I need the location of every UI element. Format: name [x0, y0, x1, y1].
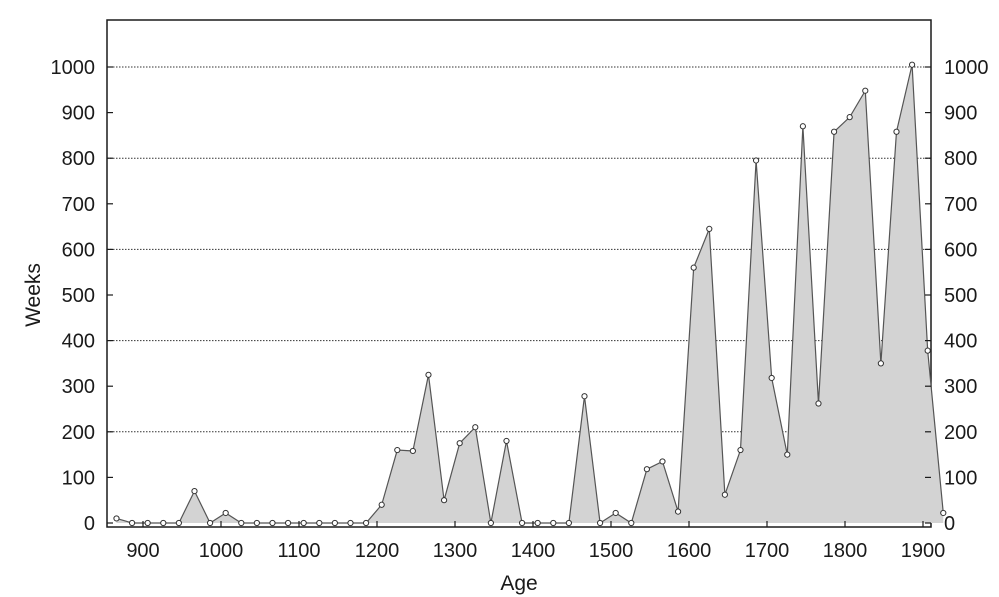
data-point: [721, 491, 728, 498]
x-tick-label: 1100: [277, 540, 320, 562]
data-point: [347, 519, 354, 527]
data-point: [456, 440, 463, 447]
data-point: [846, 114, 853, 121]
data-point: [643, 466, 650, 473]
y-tick-label-right: 500: [944, 285, 977, 307]
data-point: [674, 508, 682, 515]
data-point: [284, 519, 292, 527]
y-tick-label-right: 400: [944, 331, 977, 353]
data-point: [269, 519, 276, 527]
y-tick-label-left: 500: [62, 285, 95, 307]
x-tick-label: 1900: [901, 540, 946, 562]
data-point: [534, 519, 541, 527]
y-tick-label-left: 700: [62, 194, 95, 216]
y-axis-label: Weeks: [22, 263, 45, 327]
data-point: [596, 519, 604, 527]
y-tick-label-right: 200: [944, 422, 977, 444]
y-tick-label-right: 100: [944, 467, 977, 489]
data-point: [144, 519, 151, 527]
data-point: [924, 347, 931, 354]
data-point: [175, 519, 182, 527]
data-point: [191, 487, 198, 495]
y-tick-label-left: 100: [62, 467, 95, 489]
data-point: [581, 393, 588, 400]
y-tick-label-right: 900: [944, 103, 977, 125]
data-point: [222, 509, 229, 517]
data-point: [565, 519, 572, 527]
data-point: [440, 497, 448, 504]
y-tick-label-left: 900: [62, 103, 95, 125]
data-point: [503, 437, 510, 445]
data-point: [737, 446, 744, 454]
data-point: [331, 519, 338, 527]
x-tick-label: 1600: [667, 540, 712, 562]
y-tick-label-right: 800: [944, 148, 977, 170]
data-point: [690, 264, 697, 271]
data-point: [893, 128, 900, 135]
y-tick-label-left: 400: [62, 331, 95, 353]
data-point: [253, 519, 260, 527]
data-point: [940, 509, 947, 517]
data-point: [472, 424, 479, 431]
y-tick-label-left: 200: [62, 422, 95, 444]
x-axis-ticks: 900 1000 1100 1200 1300 1400 1500 1600 1700 1800 1…: [126, 521, 945, 562]
x-tick-label: 1300: [433, 540, 478, 562]
data-point: [877, 360, 884, 367]
y-tick-label-left: 300: [62, 376, 95, 398]
gridlines: [107, 66, 931, 433]
data-point: [238, 519, 245, 527]
data-point: [815, 400, 822, 407]
area-fill: [116, 64, 944, 523]
y-axis-right-ticks: 0 100 200 300 400 500 600 700 800 900 1000: [925, 57, 989, 535]
data-point: [128, 519, 136, 527]
data-point: [768, 374, 775, 382]
x-tick-label: 1700: [745, 540, 790, 562]
x-tick-label: 1000: [199, 540, 244, 562]
data-point: [206, 519, 214, 527]
data-point: [518, 519, 526, 527]
data-point: [628, 519, 635, 527]
data-markers: [113, 61, 947, 527]
y-tick-label-right: 300: [944, 376, 977, 398]
y-tick-label-right: 1000: [944, 57, 989, 79]
data-point: [378, 501, 385, 508]
data-point: [550, 519, 557, 527]
y-tick-label-right: 700: [944, 194, 977, 216]
data-point: [784, 451, 791, 458]
x-tick-label: 1200: [355, 540, 400, 562]
y-tick-label-left: 1000: [51, 57, 96, 79]
data-point: [487, 519, 494, 527]
data-point: [300, 519, 307, 527]
data-point: [113, 515, 120, 522]
data-point: [425, 371, 432, 378]
data-point: [862, 87, 869, 94]
data-point: [394, 446, 401, 454]
y-tick-label-left: 0: [84, 513, 95, 535]
data-point: [706, 225, 713, 232]
data-point: [612, 509, 619, 517]
data-point: [659, 458, 666, 465]
y-tick-label-left: 600: [62, 239, 95, 261]
y-tick-label-left: 800: [62, 148, 95, 170]
data-point: [908, 61, 916, 68]
y-tick-label-right: 0: [944, 513, 955, 535]
x-axis-label: Age: [500, 572, 537, 595]
data-point: [409, 447, 416, 455]
data-point: [316, 519, 323, 527]
y-tick-label-right: 600: [944, 239, 977, 261]
x-tick-label: 1400: [511, 540, 556, 562]
data-point: [362, 519, 370, 527]
x-tick-label: 1800: [823, 540, 868, 562]
data-point: [830, 128, 838, 135]
y-axis-left-ticks: 0 100 200 300 400 500 600 700 800 900 1000: [51, 57, 113, 535]
data-point: [799, 123, 806, 130]
data-point: [752, 157, 760, 164]
x-tick-label: 900: [126, 540, 159, 562]
data-point: [160, 519, 167, 527]
x-tick-label: 1500: [589, 540, 634, 562]
